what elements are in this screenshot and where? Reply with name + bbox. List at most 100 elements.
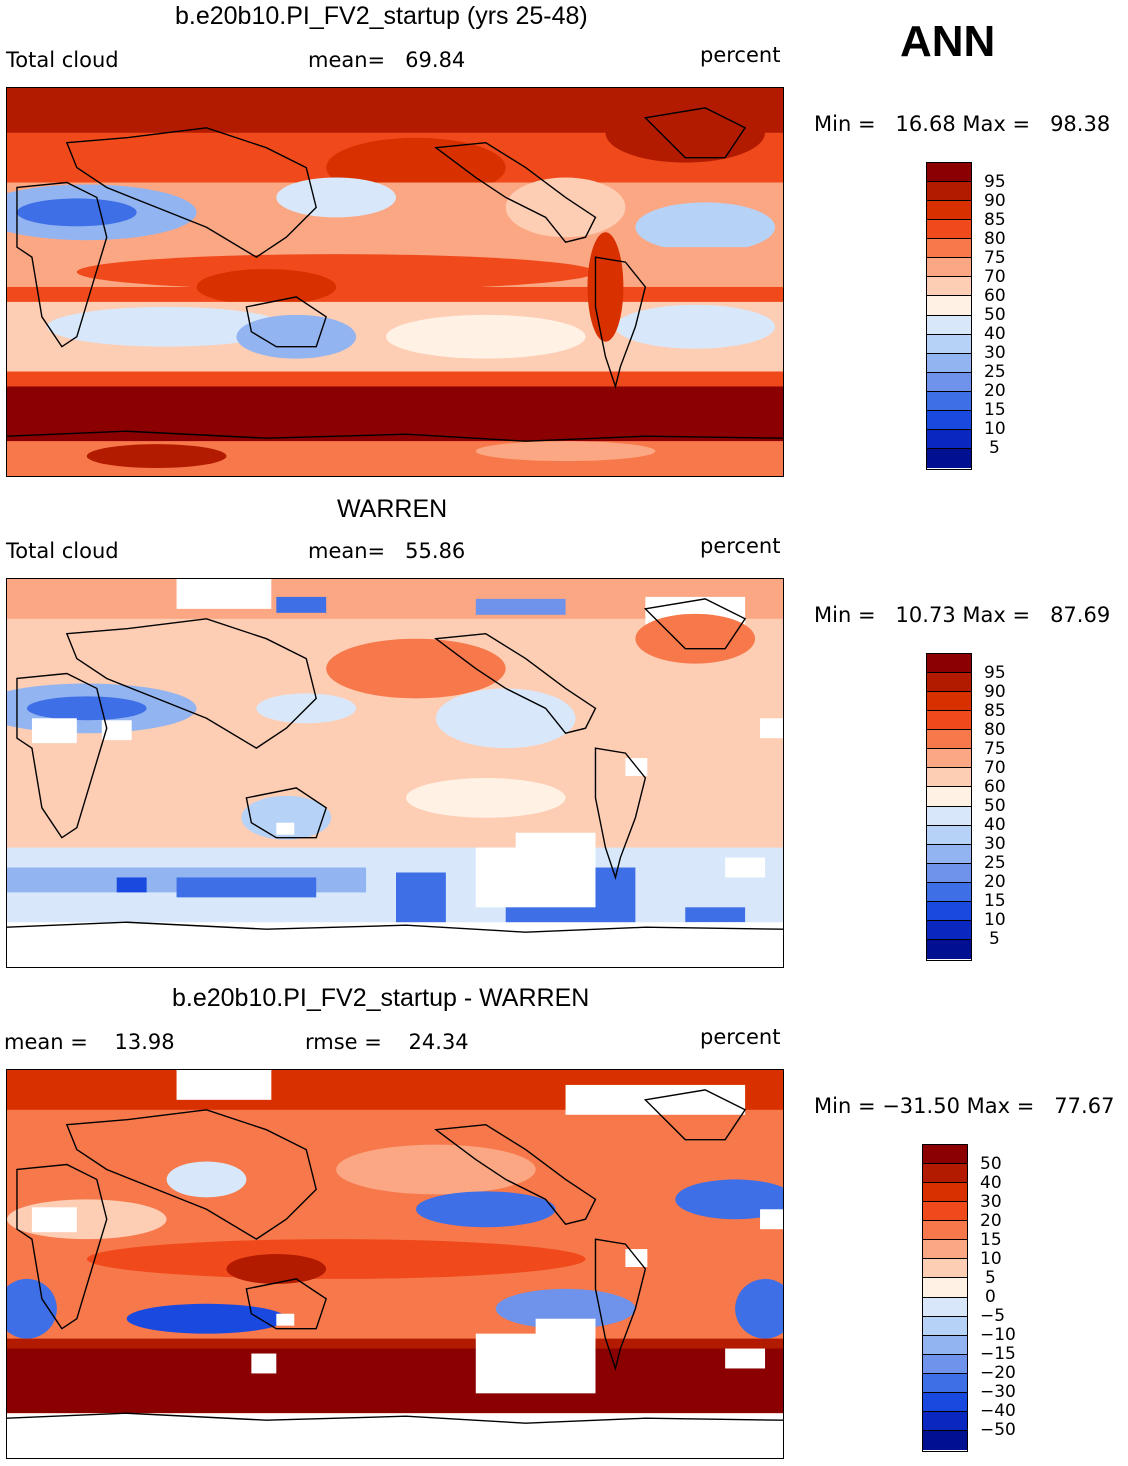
panel-1-minmax-label: Min = 16.68 Max = 98.38 [814, 112, 1111, 136]
colorbar-tick-label: 0 [985, 1287, 996, 1307]
colorbar-tick-label: 50 [984, 305, 1006, 325]
colorbar-tick-label: −50 [980, 1420, 1016, 1441]
colorbar-swatch [927, 901, 971, 921]
colorbar-tick-label: 50 [984, 796, 1006, 816]
colorbar-swatch [927, 768, 971, 788]
panel-2-colorbar [926, 653, 972, 961]
colorbar-tick-label: 30 [980, 1191, 1002, 1212]
colorbar-tick-label: 95 [984, 171, 1006, 192]
colorbar-tick-label: 15 [984, 891, 1006, 912]
colorbar-swatch [927, 315, 971, 335]
colorbar-tick-label: 10 [980, 1248, 1002, 1269]
panel-3-map [6, 1069, 784, 1459]
colorbar-tick-label: 40 [984, 815, 1006, 836]
colorbar-tick-label: 40 [980, 1172, 1002, 1193]
colorbar-tick-label: 70 [984, 266, 1006, 287]
panel-3-mean-label: mean = 13.98 [4, 1030, 175, 1054]
panel-1-variable-label: Total cloud [6, 48, 119, 72]
colorbar-tick-label: 20 [984, 872, 1006, 893]
colorbar-tick-label: 40 [984, 324, 1006, 345]
colorbar-swatch [927, 825, 971, 845]
colorbar-swatch [923, 1354, 967, 1374]
colorbar-tick-label: 25 [984, 853, 1006, 874]
colorbar-swatch [927, 239, 971, 259]
colorbar-swatch [923, 1392, 967, 1412]
colorbar-swatch [927, 730, 971, 750]
colorbar-swatch [923, 1373, 967, 1393]
colorbar-tick-label: 30 [984, 834, 1006, 855]
colorbar-tick-label: −40 [980, 1401, 1016, 1422]
colorbar-swatch [927, 673, 971, 693]
colorbar-swatch [927, 749, 971, 769]
colorbar-swatch [927, 372, 971, 392]
panel-2-units-label: percent [700, 534, 781, 558]
colorbar-swatch [927, 920, 971, 940]
colorbar-tick-label: 5 [989, 438, 1000, 459]
colorbar-swatch [927, 410, 971, 430]
colorbar-swatch [927, 258, 971, 278]
colorbar-swatch [927, 711, 971, 731]
colorbar-tick-label: 25 [984, 362, 1006, 383]
colorbar-swatch [923, 1335, 967, 1355]
colorbar-tick-label: −5 [980, 1306, 1006, 1327]
colorbar-tick-label: 5 [985, 1267, 996, 1288]
colorbar-swatch [927, 296, 971, 316]
colorbar-swatch [923, 1164, 967, 1184]
colorbar-swatch [923, 1297, 967, 1317]
colorbar-tick-label: 85 [984, 209, 1006, 230]
colorbar-tick-label: 90 [984, 190, 1006, 211]
colorbar-tick-label: 60 [984, 776, 1006, 797]
panel-2-mean-label: mean= 55.86 [308, 539, 466, 563]
panel-1-title: b.e20b10.PI_FV2_startup (yrs 25-48) [175, 2, 588, 30]
colorbar-swatch [923, 1145, 967, 1165]
colorbar-tick-label: 10 [984, 910, 1006, 931]
colorbar-tick-label: 95 [984, 662, 1006, 683]
colorbar-swatch [923, 1259, 967, 1279]
colorbar-tick-label: 50 [980, 1153, 1002, 1174]
colorbar-swatch [927, 844, 971, 864]
colorbar-swatch [923, 1221, 967, 1241]
colorbar-swatch [927, 654, 971, 674]
colorbar-swatch [927, 220, 971, 240]
colorbar-swatch [923, 1240, 967, 1260]
colorbar-tick-label: 85 [984, 700, 1006, 721]
panel-1-colorbar [926, 162, 972, 470]
colorbar-swatch [927, 939, 971, 959]
colorbar-tick-label: 30 [984, 343, 1006, 364]
colorbar-tick-label: −20 [980, 1363, 1016, 1384]
colorbar-swatch [927, 163, 971, 183]
colorbar-tick-label: −10 [980, 1325, 1016, 1346]
colorbar-swatch [927, 334, 971, 354]
colorbar-swatch [923, 1278, 967, 1298]
colorbar-tick-label: 90 [984, 681, 1006, 702]
colorbar-tick-label: 80 [984, 719, 1006, 740]
season-label: ANN [900, 17, 996, 66]
colorbar-swatch [927, 391, 971, 411]
panel-1-map [6, 87, 784, 477]
colorbar-tick-label: 80 [984, 228, 1006, 249]
colorbar-swatch [923, 1183, 967, 1203]
colorbar-tick-label: 15 [980, 1229, 1002, 1250]
colorbar-tick-label: 70 [984, 757, 1006, 778]
colorbar-swatch [927, 806, 971, 826]
colorbar-swatch [923, 1202, 967, 1222]
colorbar-tick-label: 60 [984, 285, 1006, 306]
colorbar-swatch [927, 863, 971, 883]
panel-1-units-label: percent [700, 43, 781, 67]
panel-3-title: b.e20b10.PI_FV2_startup - WARREN [172, 984, 590, 1012]
colorbar-tick-label: −15 [980, 1344, 1016, 1365]
colorbar-tick-label: 20 [984, 381, 1006, 402]
panel-2-title: WARREN [337, 495, 448, 523]
colorbar-swatch [927, 787, 971, 807]
colorbar-swatch [927, 692, 971, 712]
colorbar-swatch [927, 353, 971, 373]
colorbar-tick-label: 15 [984, 400, 1006, 421]
colorbar-swatch [927, 182, 971, 202]
panel-3-minmax-label: Min = −31.50 Max = 77.67 [814, 1094, 1115, 1118]
colorbar-tick-label: 75 [984, 738, 1006, 759]
panel-3-colorbar [922, 1144, 968, 1452]
colorbar-tick-label: 10 [984, 419, 1006, 440]
colorbar-swatch [927, 201, 971, 221]
colorbar-swatch [927, 448, 971, 468]
colorbar-tick-label: −30 [980, 1382, 1016, 1403]
